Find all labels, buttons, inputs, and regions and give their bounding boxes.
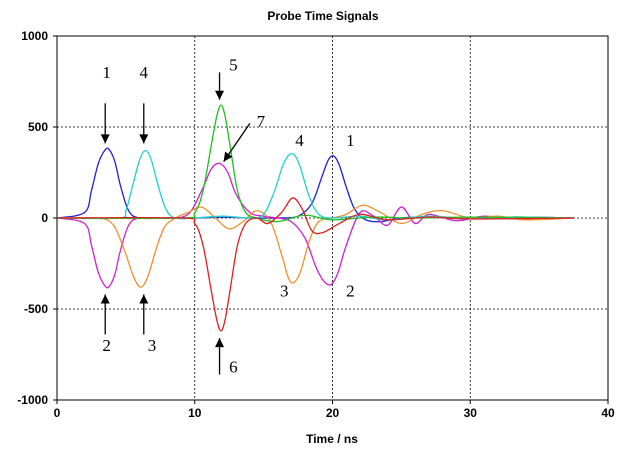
- x-tick-label: 30: [464, 406, 478, 420]
- annotation-label: 3: [280, 281, 289, 300]
- annotation-arrow: [215, 338, 225, 375]
- x-tick-label: 20: [326, 406, 340, 420]
- annotation-label: 2: [102, 336, 111, 355]
- chart-title: Probe Time Signals: [267, 9, 378, 23]
- annotation-arrow: [139, 294, 149, 335]
- series-line-6: [56, 197, 574, 332]
- x-tick-label: 10: [188, 406, 202, 420]
- annotation-label: 1: [102, 63, 111, 82]
- annotations: 1 4 5 7 4 1 2 3 6 3 2: [102, 56, 354, 377]
- series-line-4: [56, 150, 574, 221]
- annotation-label: 7: [257, 112, 266, 131]
- axis-ticks: 0 10 20 30 40 1000 500 0 -500 -1000: [17, 29, 615, 420]
- annotation-arrows: [100, 72, 251, 375]
- y-tick-label: -500: [24, 302, 48, 316]
- annotation-arrow: [139, 103, 149, 144]
- annotation-arrow: [100, 103, 110, 144]
- annotation-arrow: [215, 72, 225, 100]
- series-line-5: [56, 104, 574, 223]
- y-tick-label: 1000: [21, 29, 48, 43]
- series-line-1: [56, 147, 574, 223]
- annotation-label: 1: [346, 131, 355, 150]
- annotation-label: 6: [229, 358, 238, 377]
- y-tick-label: 500: [28, 120, 48, 134]
- annotation-label: 4: [140, 63, 149, 82]
- x-tick-label: 0: [54, 406, 61, 420]
- annotation-label: 4: [295, 131, 304, 150]
- annotation-label: 2: [346, 281, 355, 300]
- series-group: [56, 104, 574, 332]
- annotation-label: 3: [148, 336, 157, 355]
- x-tick-label: 40: [601, 406, 615, 420]
- y-tick-label: 0: [41, 211, 48, 225]
- annotation-arrow: [223, 122, 251, 162]
- annotation-arrow: [100, 294, 110, 335]
- x-axis-label: Time / ns: [306, 432, 358, 446]
- y-tick-label: -1000: [17, 393, 48, 407]
- annotation-label: 5: [229, 56, 238, 75]
- series-line-2: [56, 162, 574, 289]
